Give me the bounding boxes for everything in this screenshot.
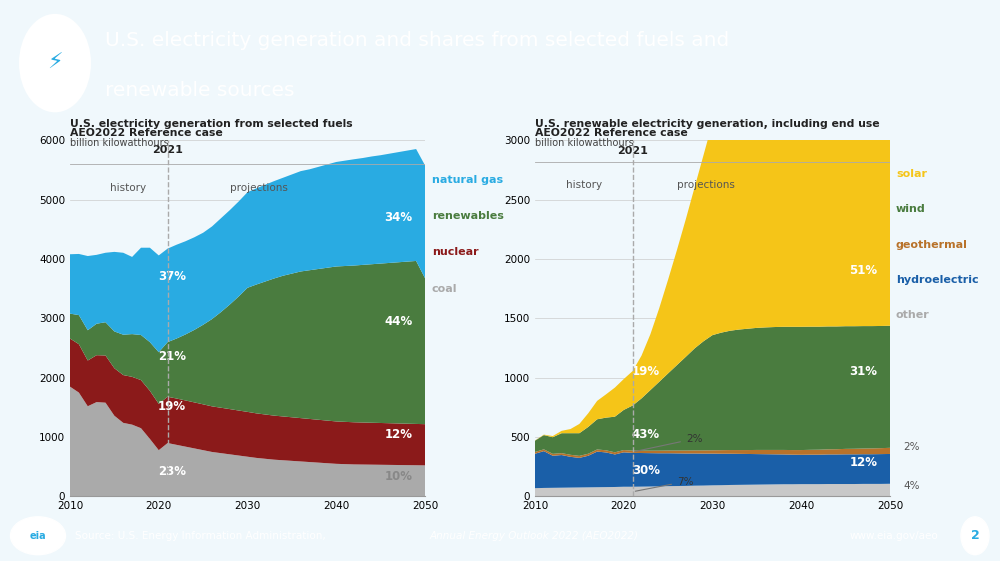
Text: 2%: 2% [903, 442, 920, 452]
Text: U.S. electricity generation and shares from selected fuels and: U.S. electricity generation and shares f… [105, 31, 729, 50]
Text: renewable sources: renewable sources [105, 81, 294, 100]
Text: 34%: 34% [384, 211, 412, 224]
Text: Source: U.S. Energy Information Administration,: Source: U.S. Energy Information Administ… [75, 531, 329, 541]
Text: 2%: 2% [635, 434, 702, 452]
Text: 2021: 2021 [617, 146, 648, 156]
Text: solar: solar [896, 169, 927, 179]
Text: other: other [896, 310, 930, 320]
Text: 31%: 31% [849, 365, 877, 378]
Text: renewables: renewables [432, 211, 504, 221]
Text: eia: eia [30, 531, 46, 541]
Text: Annual Energy Outlook 2022 (AEO2022): Annual Energy Outlook 2022 (AEO2022) [430, 531, 639, 541]
Ellipse shape [10, 517, 66, 555]
Text: 4%: 4% [903, 481, 920, 491]
Text: billion kilowatthours: billion kilowatthours [535, 138, 634, 148]
Text: 23%: 23% [158, 465, 186, 478]
Text: 12%: 12% [384, 428, 412, 442]
Text: ⚡: ⚡ [47, 53, 63, 73]
Text: projections: projections [677, 181, 735, 190]
Text: natural gas: natural gas [432, 174, 503, 185]
Text: 2: 2 [971, 529, 979, 542]
Text: 2021: 2021 [152, 145, 183, 155]
Text: 19%: 19% [158, 400, 186, 413]
Text: 44%: 44% [384, 315, 413, 328]
Ellipse shape [19, 14, 91, 112]
Text: projections: projections [230, 183, 288, 193]
Text: 51%: 51% [849, 264, 877, 277]
Text: 30%: 30% [632, 465, 660, 477]
Text: 43%: 43% [632, 428, 660, 442]
Ellipse shape [961, 517, 989, 555]
Text: history: history [110, 183, 146, 193]
Text: hydroelectric: hydroelectric [896, 275, 979, 285]
Text: wind: wind [896, 204, 926, 214]
Text: AEO2022 Reference case: AEO2022 Reference case [535, 128, 688, 139]
Text: 19%: 19% [632, 365, 660, 378]
Text: 12%: 12% [849, 456, 877, 469]
Text: www.eia.gov/aeo: www.eia.gov/aeo [850, 531, 939, 541]
Text: U.S. renewable electricity generation, including end use: U.S. renewable electricity generation, i… [535, 119, 880, 129]
Text: 7%: 7% [635, 477, 694, 491]
Text: 21%: 21% [158, 351, 186, 364]
Text: history: history [566, 181, 602, 190]
Text: U.S. electricity generation from selected fuels: U.S. electricity generation from selecte… [70, 119, 353, 129]
Text: 37%: 37% [158, 270, 186, 283]
Text: geothermal: geothermal [896, 240, 968, 250]
Text: 10%: 10% [384, 470, 412, 484]
Text: billion kilowatthours: billion kilowatthours [70, 138, 169, 148]
Text: nuclear: nuclear [432, 247, 479, 257]
Text: AEO2022 Reference case: AEO2022 Reference case [70, 128, 223, 139]
Text: coal: coal [432, 284, 458, 294]
